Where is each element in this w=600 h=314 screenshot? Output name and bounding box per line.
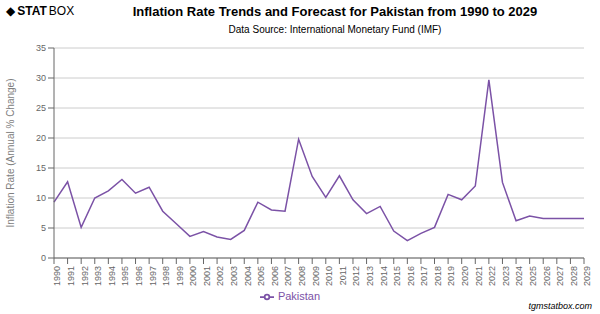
svg-text:2010: 2010: [324, 266, 334, 286]
svg-text:10: 10: [36, 193, 46, 203]
svg-text:2015: 2015: [392, 266, 402, 286]
svg-text:30: 30: [36, 73, 46, 83]
svg-text:2012: 2012: [351, 266, 361, 286]
svg-text:2022: 2022: [487, 266, 497, 286]
svg-text:2009: 2009: [311, 266, 321, 286]
svg-text:2007: 2007: [283, 266, 293, 286]
svg-text:0: 0: [41, 253, 46, 263]
svg-text:Inflation Rate (Annual % Chang: Inflation Rate (Annual % Change): [8, 79, 16, 228]
svg-text:1992: 1992: [80, 266, 90, 286]
svg-text:35: 35: [36, 43, 46, 53]
html-text:tgmstatbox.com: tgmstatbox.com: [528, 301, 592, 311]
svg-text:2008: 2008: [297, 266, 307, 286]
svg-text:2020: 2020: [460, 266, 470, 286]
html-text:Inflation Rate Trends and Fore: Inflation Rate Trends and Forecast for P…: [132, 4, 538, 19]
svg-text:2014: 2014: [379, 266, 389, 286]
svg-text:1991: 1991: [66, 266, 76, 286]
svg-text:1998: 1998: [161, 266, 171, 286]
svg-text:2016: 2016: [406, 266, 416, 286]
svg-text:2026: 2026: [542, 266, 552, 286]
svg-text:1990: 1990: [52, 266, 62, 286]
svg-text:1996: 1996: [134, 266, 144, 286]
svg-text:2025: 2025: [528, 266, 538, 286]
svg-text:2024: 2024: [514, 266, 524, 286]
svg-text:2001: 2001: [202, 266, 212, 286]
html-text:◆ STAT BOX: ◆ STAT BOX: [6, 4, 75, 18]
svg-text:2004: 2004: [243, 266, 253, 286]
svg-text:1997: 1997: [148, 266, 158, 286]
svg-text:1993: 1993: [93, 266, 103, 286]
svg-text:2002: 2002: [215, 266, 225, 286]
svg-text:1999: 1999: [175, 266, 185, 286]
svg-text:2011: 2011: [338, 266, 348, 285]
svg-text:2017: 2017: [419, 266, 429, 286]
svg-text:2003: 2003: [229, 266, 239, 286]
svg-text:15: 15: [36, 163, 46, 173]
svg-text:20: 20: [36, 133, 46, 143]
svg-text:2029: 2029: [582, 266, 592, 286]
svg-text:2018: 2018: [433, 266, 443, 286]
svg-text:2005: 2005: [256, 266, 266, 286]
svg-text:5: 5: [41, 223, 46, 233]
svg-text:2006: 2006: [270, 266, 280, 286]
svg-text:1994: 1994: [107, 266, 117, 286]
svg-text:1995: 1995: [120, 266, 130, 286]
svg-text:2019: 2019: [446, 266, 456, 286]
svg-text:2027: 2027: [555, 266, 565, 286]
svg-text:2021: 2021: [474, 266, 484, 286]
svg-text:2000: 2000: [188, 266, 198, 286]
html-text:Data Source: International Mon: Data Source: International Monetary Fund…: [228, 24, 442, 35]
html-text:Pakistan: Pakistan: [277, 290, 321, 302]
svg-text:25: 25: [36, 103, 46, 113]
svg-text:2028: 2028: [569, 266, 579, 286]
svg-text:2023: 2023: [501, 266, 511, 286]
svg-text:2013: 2013: [365, 266, 375, 286]
